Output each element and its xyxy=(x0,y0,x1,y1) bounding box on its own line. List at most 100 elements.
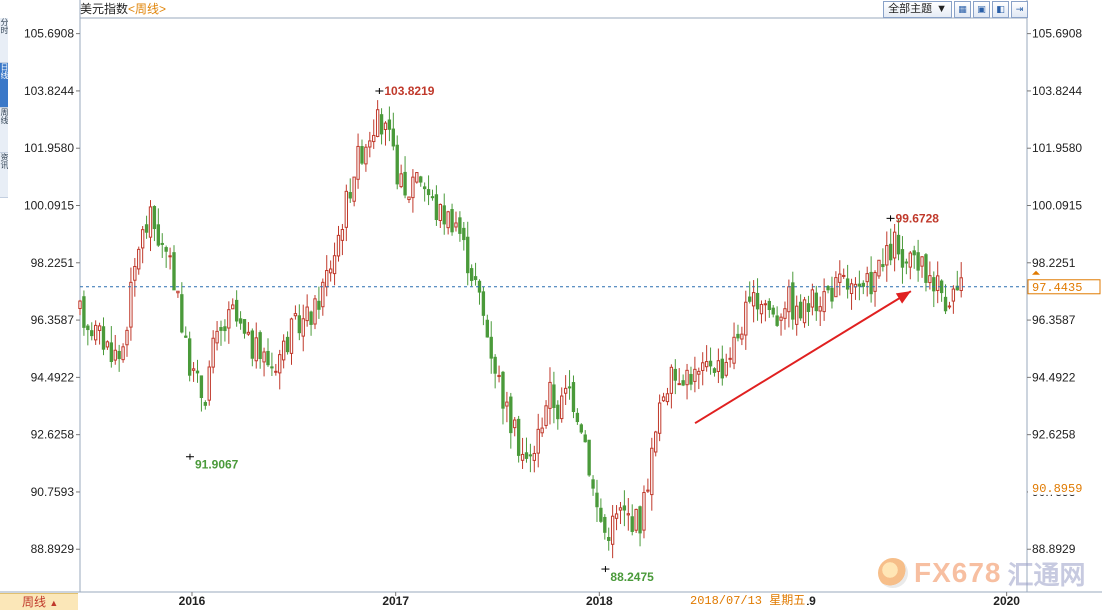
zoom-in-icon[interactable]: ▣ xyxy=(973,1,990,18)
low-annotation: 88.2475 xyxy=(610,570,654,584)
theme-select[interactable]: 全部主题 ▼ xyxy=(883,1,952,18)
candle-down xyxy=(203,402,208,406)
candle-down xyxy=(109,342,114,363)
period-switch-label: 周线 xyxy=(22,595,47,609)
candle-up xyxy=(520,453,525,461)
candle-up xyxy=(278,354,282,374)
candle-up xyxy=(215,330,219,344)
candle-down xyxy=(748,296,752,302)
candle-up xyxy=(795,305,799,325)
candle-up xyxy=(642,492,646,531)
secondary-price-box xyxy=(1028,480,1100,495)
left-tab-daily[interactable]: 日线 xyxy=(0,63,8,108)
y-tick-label-left: 100.0915 xyxy=(24,199,74,213)
candle-down xyxy=(869,271,873,295)
candle-down xyxy=(430,196,435,199)
candle-down xyxy=(223,326,227,332)
chevron-down-icon: ▼ xyxy=(936,3,947,15)
candle-down xyxy=(117,350,121,360)
candle-down xyxy=(152,206,157,230)
candle-down xyxy=(567,386,572,389)
candle-down xyxy=(458,217,462,234)
candle-up xyxy=(207,366,211,401)
candle-down xyxy=(896,234,901,255)
candle-down xyxy=(509,396,513,434)
candle-down xyxy=(309,311,313,325)
candle-up xyxy=(274,370,278,373)
candle-down xyxy=(599,507,603,522)
candle-up xyxy=(885,245,889,266)
candle-up xyxy=(802,299,807,324)
candle-up xyxy=(254,337,258,362)
candle-down xyxy=(426,189,431,196)
candle-down xyxy=(767,300,771,311)
candle-down xyxy=(473,276,478,281)
candle-up xyxy=(822,291,826,313)
candle-up xyxy=(685,369,689,386)
candle-up xyxy=(560,395,564,420)
candle-up xyxy=(227,309,231,329)
candle-up xyxy=(411,176,415,199)
y-tick-label-left: 90.7593 xyxy=(31,485,75,499)
candle-down xyxy=(791,282,795,320)
candle-up xyxy=(947,305,952,308)
candle-down xyxy=(258,332,262,359)
candle-up xyxy=(908,252,912,268)
candle-up xyxy=(211,337,215,368)
candle-up xyxy=(497,374,501,378)
watermark-text: FX678 xyxy=(914,557,1002,588)
candle-down xyxy=(403,171,407,196)
candle-up xyxy=(332,255,337,275)
candle-up xyxy=(657,402,662,434)
high-annotation: 103.8219 xyxy=(384,84,434,98)
candle-up xyxy=(661,396,666,402)
candle-up xyxy=(129,281,133,328)
candle-up xyxy=(920,256,924,267)
candle-up xyxy=(548,381,552,409)
candle-down xyxy=(360,146,364,164)
candle-down xyxy=(86,325,90,331)
candle-up xyxy=(246,331,251,335)
candle-down xyxy=(904,261,909,264)
candle-up xyxy=(563,387,568,394)
candle-down xyxy=(199,375,204,399)
period-indicator[interactable]: <周线> xyxy=(128,2,167,16)
candle-up xyxy=(340,229,345,241)
candle-up xyxy=(849,283,854,295)
y-tick-label-left: 105.6908 xyxy=(24,27,74,41)
candle-up xyxy=(716,360,721,372)
collapse-icon[interactable]: ⇥ xyxy=(1011,1,1028,18)
period-switch-button[interactable]: 周线 ▲ xyxy=(0,593,78,610)
candle-down xyxy=(379,114,384,135)
y-tick-label-left: 88.8929 xyxy=(31,542,75,556)
trend-arrow-line xyxy=(694,290,912,425)
candle-up xyxy=(669,366,674,394)
y-tick-label-left: 98.2251 xyxy=(31,256,75,270)
candle-up xyxy=(305,306,309,322)
candle-down xyxy=(250,330,254,359)
candle-up xyxy=(701,362,705,371)
y-tick-label-right: 88.8929 xyxy=(1032,542,1076,556)
candle-down xyxy=(673,368,677,381)
candle-up xyxy=(336,234,341,257)
y-tick-label-left: 96.3587 xyxy=(31,313,75,327)
left-tab-intraday[interactable]: 分时 xyxy=(0,18,8,63)
candle-up xyxy=(321,281,325,308)
candle-down xyxy=(857,283,862,287)
candle-down xyxy=(638,506,642,534)
candle-down xyxy=(881,264,885,268)
screenshot-icon[interactable]: ◧ xyxy=(992,1,1009,18)
candle-up xyxy=(133,265,137,281)
left-tab-news[interactable]: 资讯 xyxy=(0,153,8,198)
candle-down xyxy=(681,380,685,386)
left-tab-weekly[interactable]: 周线 xyxy=(0,108,8,153)
candle-up xyxy=(665,393,670,403)
candle-down xyxy=(469,268,474,281)
grid-icon[interactable]: ▦ xyxy=(954,1,971,18)
candle-up xyxy=(93,324,98,341)
candle-up xyxy=(646,489,650,492)
candle-down xyxy=(187,338,192,376)
candlestick-series xyxy=(78,100,963,559)
candle-up xyxy=(892,231,897,259)
